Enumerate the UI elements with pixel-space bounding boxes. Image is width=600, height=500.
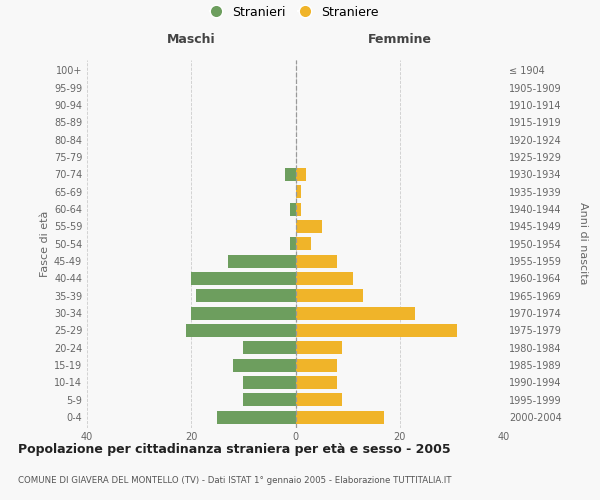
Bar — [290, 237, 296, 250]
Bar — [296, 272, 353, 285]
Bar — [191, 306, 296, 320]
Bar — [296, 358, 337, 372]
Text: Maschi: Maschi — [167, 33, 215, 46]
Bar — [296, 254, 337, 268]
Bar — [244, 376, 296, 389]
Bar — [186, 324, 296, 337]
Bar — [296, 220, 322, 233]
Bar — [191, 272, 296, 285]
Bar — [285, 168, 296, 181]
Text: Femmine: Femmine — [368, 33, 432, 46]
Bar — [296, 185, 301, 198]
Bar — [217, 410, 296, 424]
Bar — [296, 324, 457, 337]
Bar — [296, 168, 306, 181]
Bar — [296, 202, 301, 215]
Bar — [244, 394, 296, 406]
Bar — [296, 290, 363, 302]
Text: COMUNE DI GIAVERA DEL MONTELLO (TV) - Dati ISTAT 1° gennaio 2005 - Elaborazione : COMUNE DI GIAVERA DEL MONTELLO (TV) - Da… — [18, 476, 452, 485]
Bar — [228, 254, 296, 268]
Bar — [290, 202, 296, 215]
Bar — [296, 342, 343, 354]
Bar — [296, 394, 343, 406]
Bar — [296, 306, 415, 320]
Bar — [296, 376, 337, 389]
Bar — [196, 290, 296, 302]
Text: Popolazione per cittadinanza straniera per età e sesso - 2005: Popolazione per cittadinanza straniera p… — [18, 442, 451, 456]
Bar — [244, 342, 296, 354]
Y-axis label: Anni di nascita: Anni di nascita — [578, 202, 589, 285]
Bar — [296, 237, 311, 250]
Legend: Stranieri, Straniere: Stranieri, Straniere — [210, 6, 378, 19]
Bar — [296, 410, 384, 424]
Bar — [233, 358, 296, 372]
Y-axis label: Fasce di età: Fasce di età — [40, 210, 50, 277]
